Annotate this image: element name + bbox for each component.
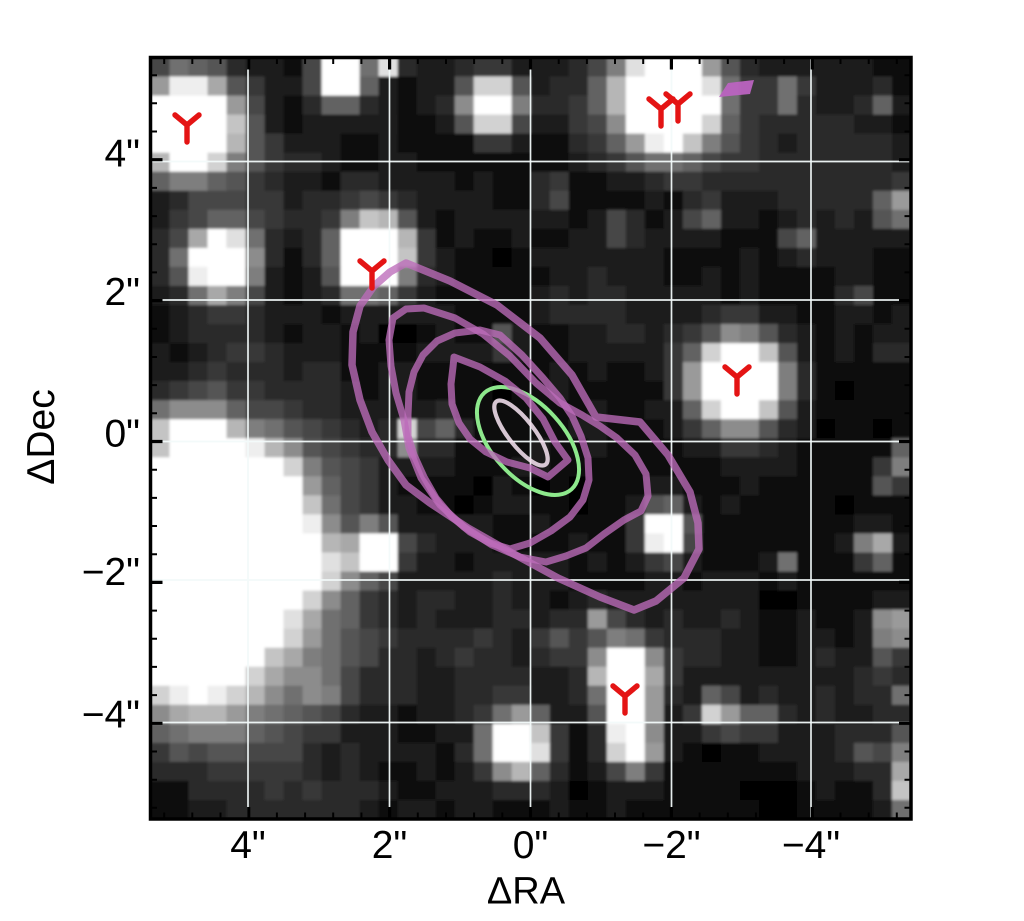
svg-text:4": 4" xyxy=(104,133,140,176)
svg-text:4": 4" xyxy=(230,824,266,867)
svg-text:2": 2" xyxy=(372,824,408,867)
svg-text:ΔRA: ΔRA xyxy=(487,871,566,913)
svg-text:0": 0" xyxy=(104,413,140,456)
svg-text:−2": −2" xyxy=(642,824,700,867)
svg-text:ΔDec: ΔDec xyxy=(20,389,63,484)
svg-text:−2": −2" xyxy=(82,551,140,594)
svg-text:0": 0" xyxy=(513,824,549,867)
svg-text:−4": −4" xyxy=(82,694,140,737)
svg-text:2": 2" xyxy=(104,271,140,314)
svg-text:−4": −4" xyxy=(782,824,840,867)
